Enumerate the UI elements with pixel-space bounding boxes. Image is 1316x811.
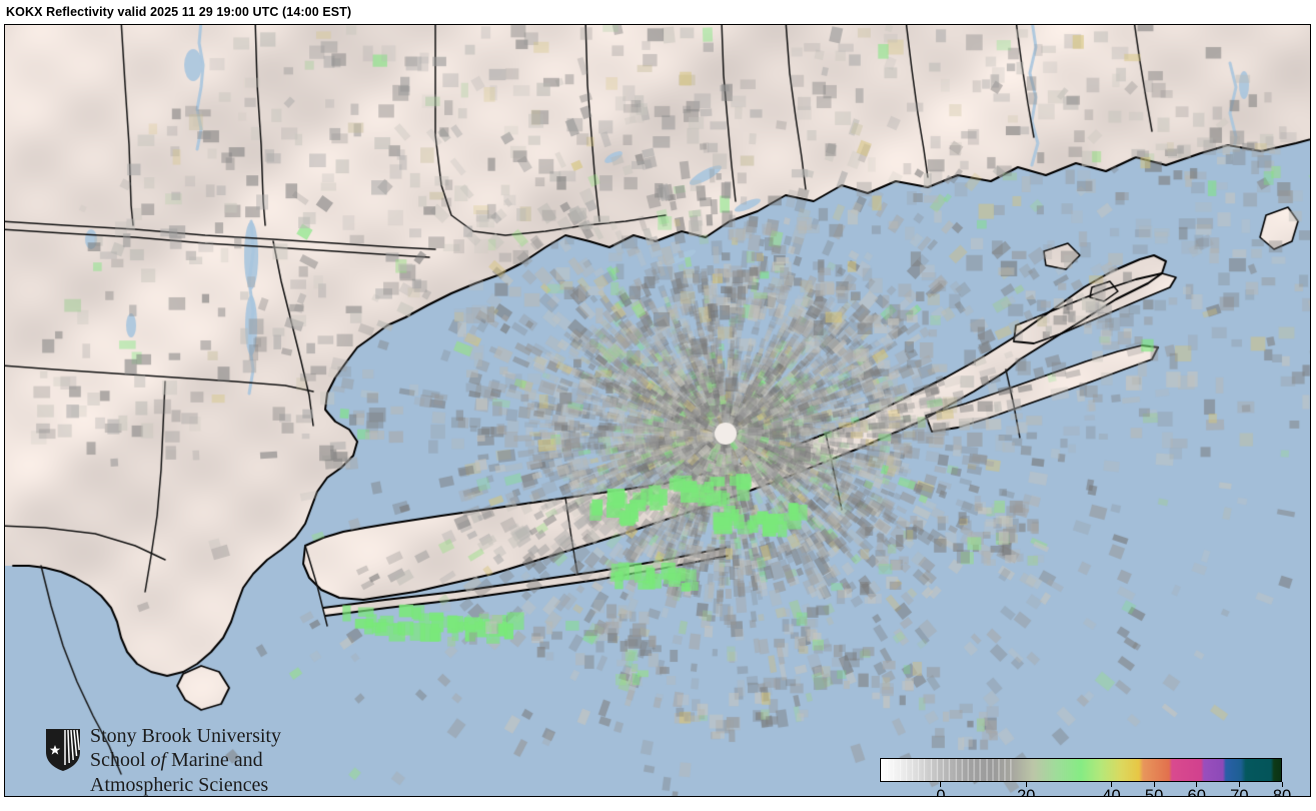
colorbar-tick-label: 50 [1144, 787, 1164, 797]
colorbar-tick-label: 70 [1230, 787, 1249, 797]
radar-map-canvas[interactable] [5, 25, 1310, 796]
colorbar-tickmark [1153, 782, 1155, 787]
colorbar-tickmark [1196, 782, 1198, 787]
colorbar-bar [880, 758, 1282, 782]
radar-map-frame[interactable]: Stony Brook University School of Marine … [4, 24, 1311, 797]
title-bar: KOKX Reflectivity valid 2025 11 29 19:00… [0, 0, 1316, 24]
colorbar-tick-label: 40 [1102, 787, 1121, 797]
page-title: KOKX Reflectivity valid 2025 11 29 19:00… [6, 5, 352, 19]
colorbar-tick-label: 20 [1016, 787, 1036, 797]
colorbar-tick-label: 80 [1272, 787, 1292, 797]
reflectivity-colorbar: 0 20 40 50 60 70 80 [880, 758, 1291, 796]
colorbar-tickmark [1025, 782, 1027, 787]
colorbar-tick-label: 0 [936, 787, 946, 797]
colorbar-tickmark [1110, 782, 1112, 787]
colorbar-tickmark [1281, 782, 1283, 787]
colorbar-tickmark [1238, 782, 1240, 787]
colorbar-tickmark [940, 782, 942, 787]
colorbar-gradient [881, 759, 1281, 781]
colorbar-tick-label: 60 [1187, 787, 1206, 797]
